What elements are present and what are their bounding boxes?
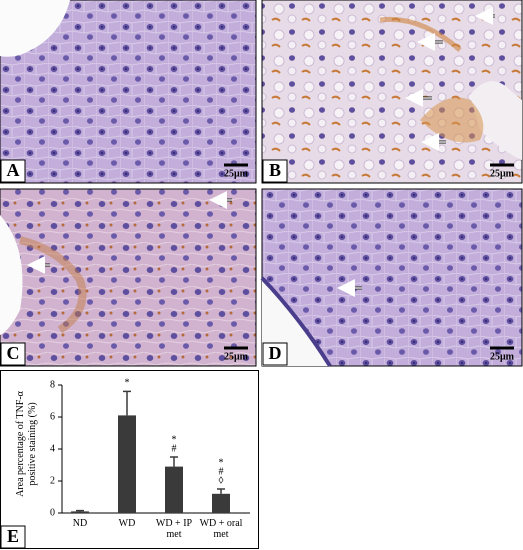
x-tick-label: WD [118,518,136,529]
bar [71,511,89,513]
y-tick-label: 8 [50,379,55,390]
scale-label: 25μm [490,351,515,362]
lumen [0,215,23,335]
panel-c [0,188,257,367]
scale-label: 25μm [490,168,515,179]
y-axis-label: Area percentage of TNF-α positive staini… [15,391,38,497]
panel-letter-box [0,525,26,549]
x-tick-label: WD + oral met [199,518,243,540]
annotation: # [172,443,177,454]
annotation: * [125,378,130,389]
panel-letter-box [0,159,26,183]
annotation: ◊ [219,475,224,486]
panel-letter-box [262,342,288,366]
arrows-inner [31,15,495,289]
panel-d [260,188,523,368]
panel-letter: B [269,160,281,180]
bar [165,466,183,513]
panel-letter: D [269,343,282,363]
panel-letter-box [262,159,288,183]
scale-label: 25μm [224,351,249,362]
stain [420,97,484,143]
scale-label: 25μm [224,168,249,179]
panel-letter: A [7,160,20,180]
bar [118,415,136,513]
panel-b [261,0,523,184]
y-tick-label: 2 [50,475,55,486]
bar [212,493,230,513]
y-tick-label: 6 [50,411,55,422]
x-tick-label: ND [72,518,88,529]
panel-letter: C [7,343,20,363]
vessel [470,81,522,160]
panel-letter: E [7,526,19,546]
y-tick-label: 4 [50,443,55,454]
y-tick-label: 0 [50,507,55,518]
annotation: * [219,457,224,468]
panel-a [0,0,257,184]
lumen [0,0,70,57]
panel-letter-box [0,342,26,366]
annotation: # [219,466,224,477]
x-tick-label: WD + IP met [155,518,193,540]
micrograph [0,188,257,367]
annotation: * [172,434,177,445]
